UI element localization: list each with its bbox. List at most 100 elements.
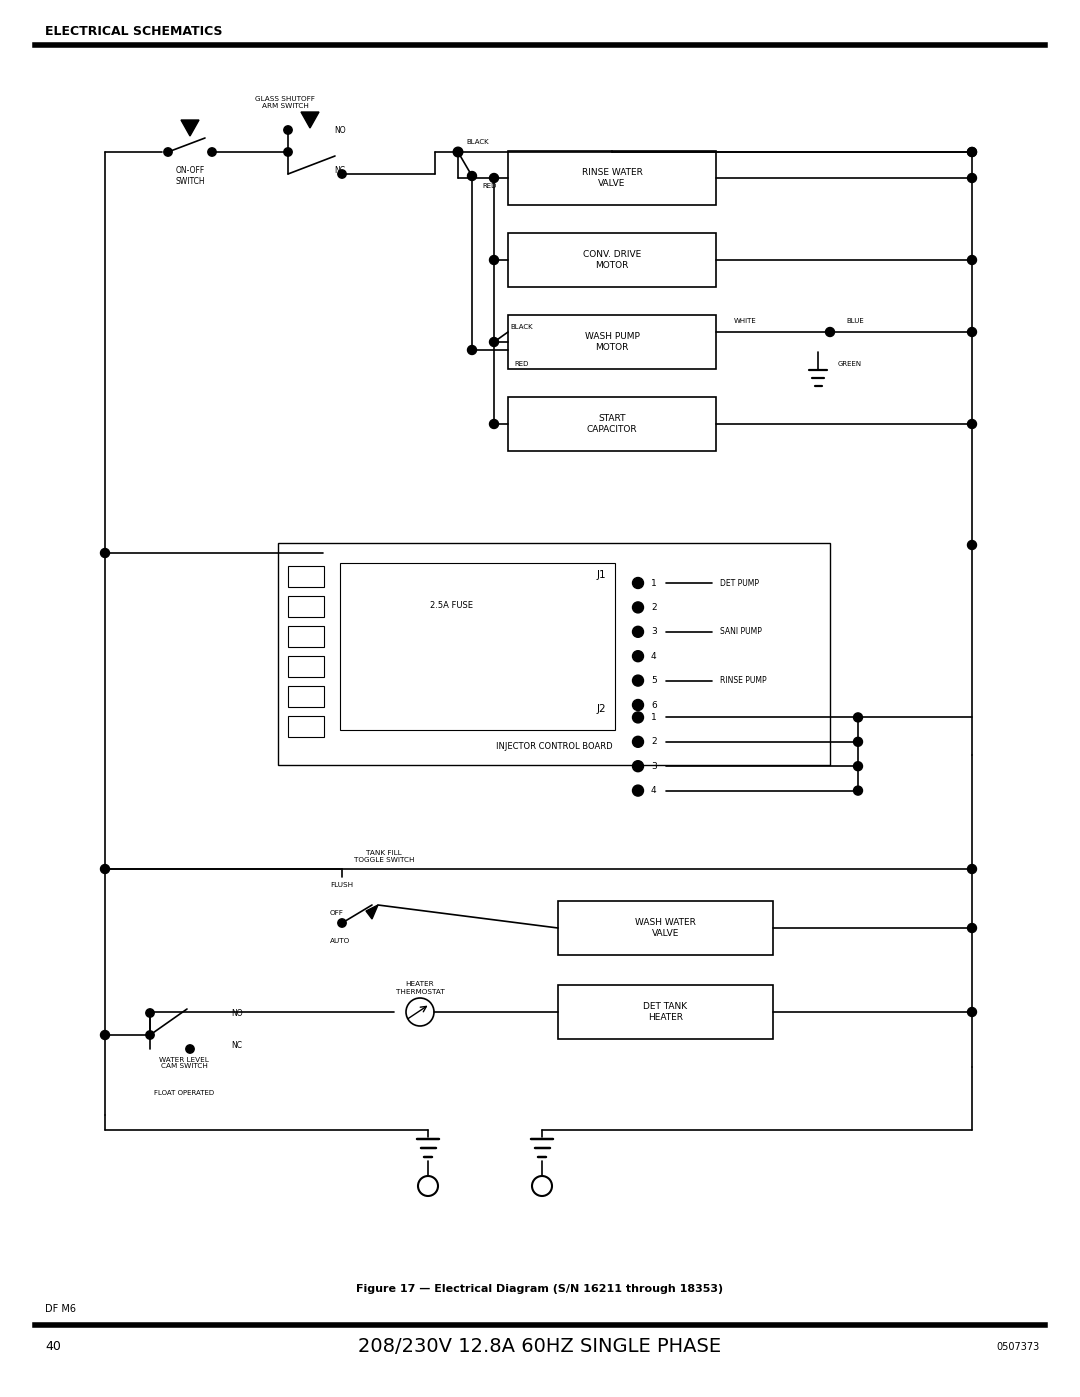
Text: FLUSH: FLUSH [330, 882, 353, 888]
Circle shape [968, 1007, 976, 1017]
Text: NO: NO [334, 126, 346, 134]
Bar [558, 901, 773, 956]
Circle shape [164, 148, 172, 156]
Text: WATER LEVEL
CAM SWITCH: WATER LEVEL CAM SWITCH [159, 1056, 208, 1070]
Text: 2: 2 [651, 604, 657, 612]
Circle shape [146, 1031, 154, 1039]
Bar [508, 397, 716, 451]
Circle shape [853, 712, 863, 722]
Bar [508, 151, 716, 205]
Text: NC: NC [335, 165, 346, 175]
Text: WHITE: WHITE [734, 319, 757, 324]
Circle shape [207, 148, 216, 156]
Text: 1: 1 [651, 578, 657, 588]
Circle shape [100, 1031, 109, 1039]
Circle shape [633, 712, 644, 722]
Polygon shape [301, 112, 319, 129]
Circle shape [968, 923, 976, 933]
Bar [288, 717, 324, 738]
Text: J2: J2 [596, 704, 606, 714]
Circle shape [968, 148, 976, 156]
Text: WASH WATER
VALVE: WASH WATER VALVE [635, 918, 696, 937]
Circle shape [489, 419, 499, 429]
Text: 208/230V 12.8A 60HZ SINGLE PHASE: 208/230V 12.8A 60HZ SINGLE PHASE [359, 1337, 721, 1356]
Circle shape [284, 148, 293, 156]
Text: DET PUMP: DET PUMP [720, 578, 759, 588]
Text: 6: 6 [651, 700, 657, 710]
Circle shape [853, 761, 863, 771]
Circle shape [633, 736, 644, 747]
Circle shape [825, 327, 835, 337]
Text: HEATER
THERMOSTAT: HEATER THERMOSTAT [395, 982, 444, 995]
Text: BLUE: BLUE [846, 319, 864, 324]
Circle shape [489, 256, 499, 264]
Text: ON-OFF
SWITCH: ON-OFF SWITCH [175, 166, 205, 186]
Bar [288, 566, 324, 587]
Text: BLACK: BLACK [511, 324, 534, 330]
Text: OFF: OFF [330, 909, 343, 916]
Circle shape [968, 541, 976, 549]
Text: DET TANK
HEATER: DET TANK HEATER [644, 1002, 688, 1021]
Text: RED: RED [483, 183, 497, 189]
Circle shape [853, 738, 863, 746]
Text: 4: 4 [651, 651, 657, 661]
Circle shape [633, 700, 644, 711]
Circle shape [633, 577, 644, 588]
Text: 1: 1 [651, 712, 657, 722]
Circle shape [633, 602, 644, 613]
Bar [288, 626, 324, 647]
Text: INJECTOR CONTROL BOARD: INJECTOR CONTROL BOARD [496, 742, 612, 752]
Bar [278, 543, 831, 766]
Circle shape [633, 785, 644, 796]
Circle shape [633, 675, 644, 686]
Text: 2.5A FUSE: 2.5A FUSE [430, 601, 473, 609]
Bar [508, 314, 716, 369]
Text: WASH PUMP
MOTOR: WASH PUMP MOTOR [584, 332, 639, 352]
Circle shape [186, 1045, 194, 1053]
Circle shape [633, 651, 644, 662]
Text: 2: 2 [651, 738, 657, 746]
Text: TANK FILL
TOGGLE SWITCH: TANK FILL TOGGLE SWITCH [354, 849, 415, 862]
Text: 0507373: 0507373 [997, 1343, 1040, 1352]
Bar [288, 597, 324, 617]
Bar [288, 657, 324, 678]
Circle shape [100, 549, 109, 557]
Bar [288, 686, 324, 707]
Circle shape [968, 327, 976, 337]
Text: START
CAPACITOR: START CAPACITOR [586, 415, 637, 433]
Text: Figure 17 — Electrical Diagram (S/N 16211 through 18353): Figure 17 — Electrical Diagram (S/N 1621… [356, 1284, 724, 1294]
Circle shape [968, 419, 976, 429]
Bar [395, 585, 507, 624]
Text: ELECTRICAL SCHEMATICS: ELECTRICAL SCHEMATICS [45, 25, 222, 38]
Circle shape [968, 148, 976, 156]
Text: 40: 40 [45, 1341, 60, 1354]
Text: BLACK: BLACK [467, 138, 489, 145]
Text: NC: NC [231, 1041, 243, 1049]
Circle shape [968, 256, 976, 264]
Text: SANI PUMP: SANI PUMP [720, 627, 761, 636]
Circle shape [338, 919, 347, 928]
Text: 3: 3 [651, 761, 657, 771]
Bar [558, 985, 773, 1039]
Polygon shape [366, 905, 378, 919]
Circle shape [853, 787, 863, 795]
Circle shape [633, 626, 644, 637]
Text: NO: NO [231, 1009, 243, 1017]
Bar [340, 563, 615, 731]
Polygon shape [181, 120, 199, 136]
Circle shape [489, 173, 499, 183]
Text: RINSE WATER
VALVE: RINSE WATER VALVE [581, 168, 643, 187]
Circle shape [489, 338, 499, 346]
Text: GREEN: GREEN [838, 360, 862, 367]
Text: RED: RED [515, 360, 529, 367]
Text: AUTO: AUTO [330, 937, 350, 944]
Circle shape [338, 170, 347, 179]
Circle shape [468, 172, 476, 180]
Text: J1: J1 [596, 570, 606, 580]
Text: DF M6: DF M6 [45, 1303, 76, 1315]
Circle shape [100, 865, 109, 873]
Text: 3: 3 [651, 627, 657, 636]
Text: 5: 5 [651, 676, 657, 685]
Bar [508, 233, 716, 286]
Circle shape [284, 126, 293, 134]
